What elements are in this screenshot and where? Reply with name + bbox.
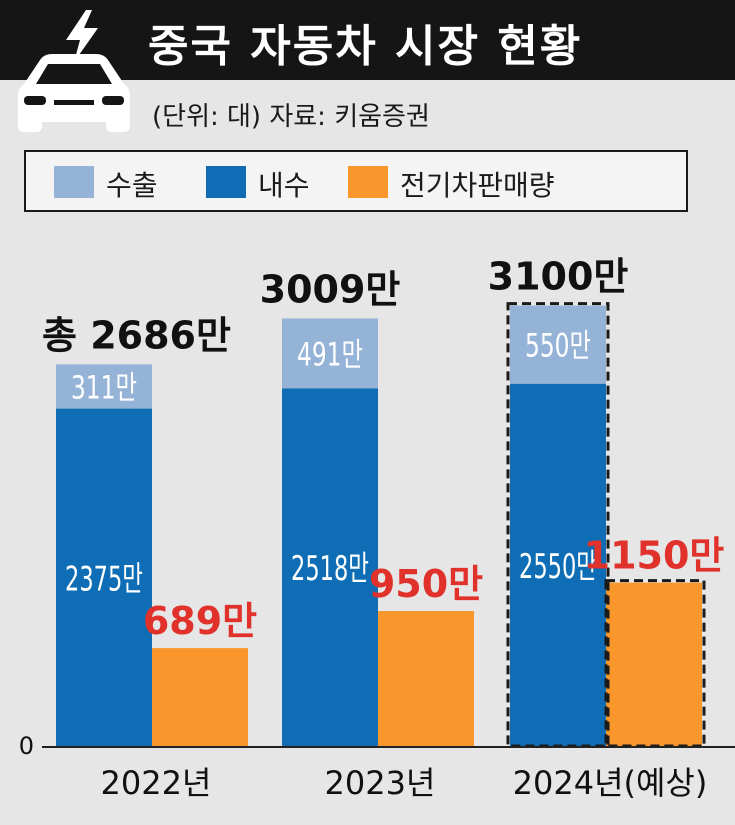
bar-domestic-2023 xyxy=(282,388,378,746)
lightning-bolt-icon xyxy=(66,10,98,62)
bar-ev-2022 xyxy=(152,648,248,746)
label-export-2024: 550만 xyxy=(525,327,591,365)
y-tick-label-0: 0 xyxy=(19,732,34,760)
x-tick-label-2022: 2022년 xyxy=(101,764,212,802)
x-tick-label-2023: 2023년 xyxy=(325,764,436,802)
label-total-2022: 총 2686만 xyxy=(42,313,231,357)
bar-domestic-2024 xyxy=(510,383,606,746)
x-tick-label-2024: 2024년(예상) xyxy=(513,764,708,802)
legend-label-export: 수출 xyxy=(106,169,158,202)
label-export-2022: 311만 xyxy=(71,368,137,406)
legend-label-domestic: 내수 xyxy=(258,169,310,202)
label-ev-2023: 950만 xyxy=(369,562,483,606)
bar-ev-2024 xyxy=(606,582,702,746)
legend-label-ev-sales: 전기차판매량 xyxy=(400,169,555,202)
legend-swatch-ev-sales xyxy=(348,166,388,198)
bar-ev-2023 xyxy=(378,611,474,746)
legend-swatch-export xyxy=(54,166,94,198)
legend-swatch-domestic xyxy=(206,166,246,198)
page-title: 중국 자동차 시장 현황 xyxy=(148,21,583,72)
label-ev-2024: 1150만 xyxy=(584,534,725,578)
label-domestic-2023: 2518만 xyxy=(291,549,369,589)
bar-domestic-2022 xyxy=(56,408,152,746)
label-ev-2022: 689만 xyxy=(143,599,257,643)
legend: 수출 내수 전기차판매량 xyxy=(24,150,688,212)
label-total-2024: 3100만 xyxy=(488,255,629,299)
label-export-2023: 491만 xyxy=(297,335,363,373)
bar-export-2023 xyxy=(282,318,378,389)
label-domestic-2022: 2375만 xyxy=(65,559,143,599)
bar-export-2022 xyxy=(56,364,152,409)
header-bar: 중국 자동차 시장 현황 xyxy=(0,0,735,80)
car-icon xyxy=(18,54,130,132)
source-note: (단위: 대) 자료: 키움증권 xyxy=(152,102,430,132)
label-total-2023: 3009만 xyxy=(260,268,401,312)
label-domestic-2024: 2550만 xyxy=(519,547,597,587)
bar-export-2024 xyxy=(510,305,606,384)
